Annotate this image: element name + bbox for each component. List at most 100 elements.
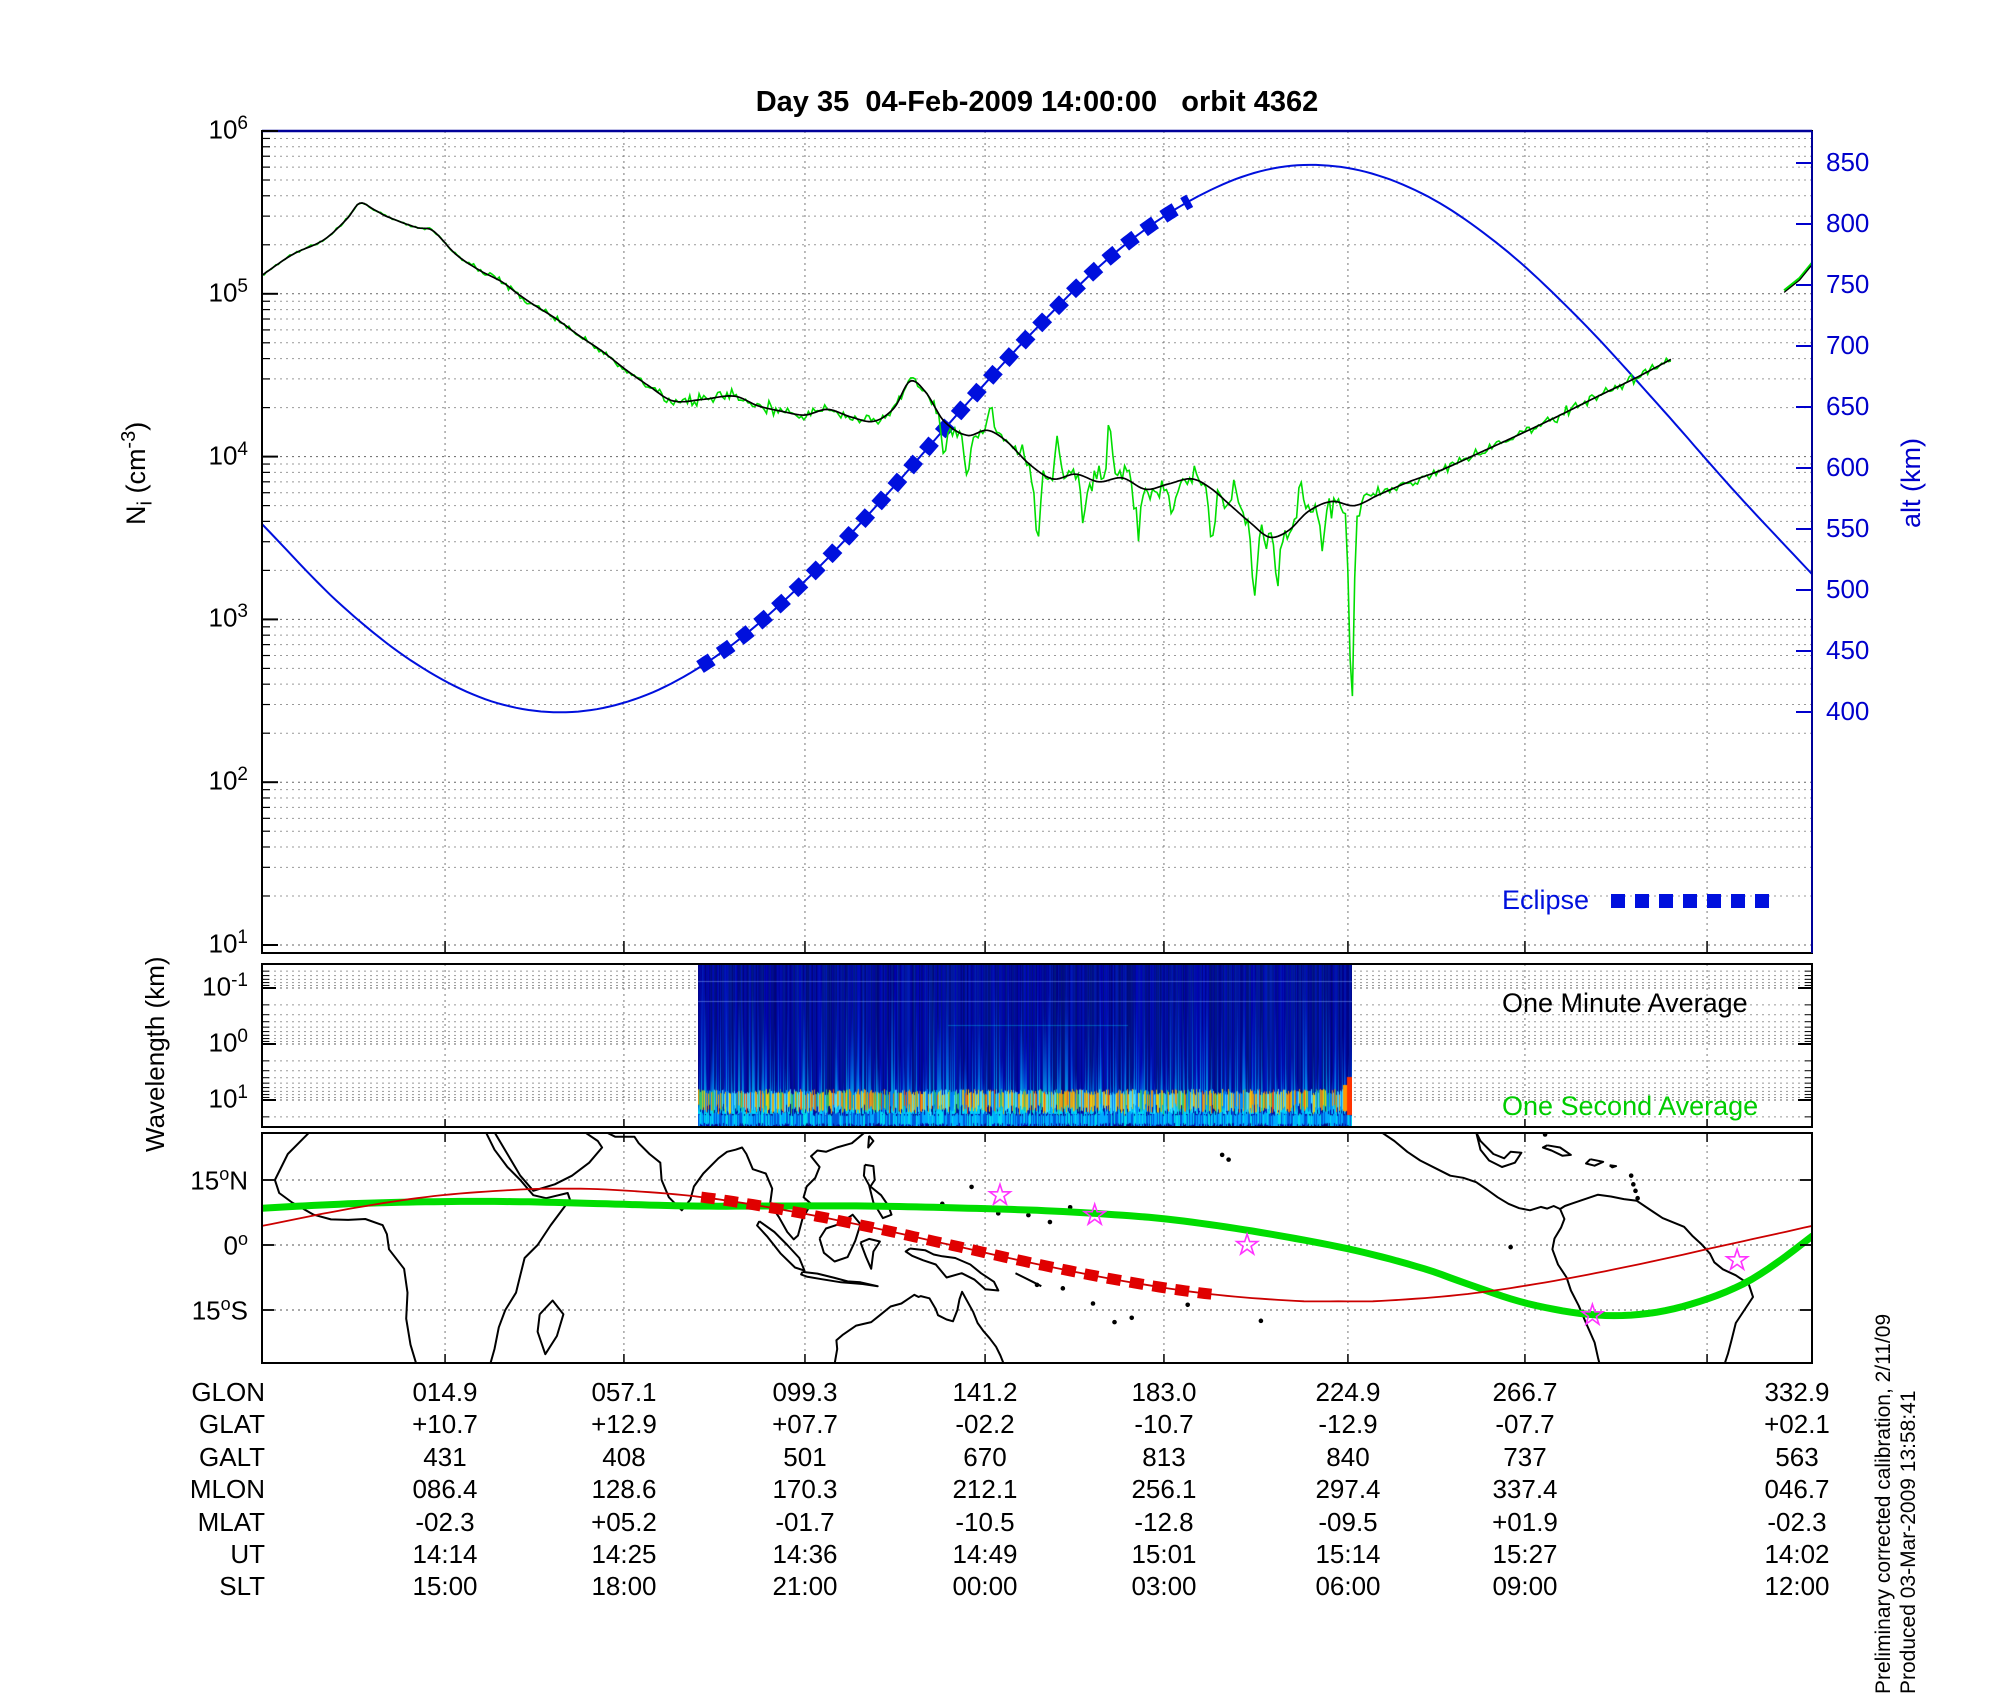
- table-cell: 266.7: [1492, 1377, 1558, 1407]
- table-cell: -02.3: [1767, 1507, 1827, 1537]
- table-cell: 212.1: [952, 1474, 1018, 1504]
- density-tick-label: 103: [208, 601, 249, 634]
- wavelength-tick-label: 101: [208, 1082, 249, 1114]
- table-cell: -10.5: [955, 1507, 1015, 1537]
- table-cell: 563: [1775, 1442, 1819, 1472]
- density-tick-label: 101: [208, 927, 249, 959]
- table-cell: 21:00: [772, 1571, 838, 1601]
- ground-station-star: [1234, 1231, 1261, 1256]
- table-cell: 813: [1142, 1442, 1186, 1472]
- table-cell: -12.9: [1318, 1409, 1378, 1439]
- legend-label-one-minute: One Minute Average: [1502, 988, 1748, 1018]
- altitude-tick-label: 850: [1826, 147, 1870, 177]
- altitude-tick-label: 650: [1826, 391, 1870, 421]
- table-cell: 332.9: [1764, 1377, 1830, 1407]
- eclipse-dash-sample: [1611, 893, 1780, 908]
- table-cell: 14:02: [1764, 1539, 1830, 1569]
- table-cell: 14:49: [952, 1539, 1018, 1569]
- table-cell: 337.4: [1492, 1474, 1558, 1504]
- legend-label-one-second: One Second Average: [1502, 1091, 1759, 1121]
- table-cell: 14:25: [591, 1539, 657, 1569]
- table-cell: 00:00: [952, 1571, 1018, 1601]
- table-cell: +10.7: [412, 1409, 478, 1439]
- table-row-label: UT: [230, 1539, 265, 1569]
- table-cell: 14:36: [772, 1539, 838, 1569]
- altitude-tick-label: 400: [1826, 696, 1870, 726]
- altitude-tick-label: 800: [1826, 208, 1870, 238]
- table-cell: 057.1: [591, 1377, 657, 1407]
- density-tick-label: 105: [208, 275, 249, 308]
- top-panel-grid: [262, 131, 1812, 953]
- table-cell: -07.7: [1495, 1409, 1555, 1439]
- table-cell: -02.2: [955, 1409, 1015, 1439]
- density-tick-label: 106: [208, 113, 249, 145]
- table-cell: -12.8: [1134, 1507, 1194, 1537]
- altitude-tick-label: 600: [1826, 452, 1870, 482]
- top-panel-curves: [262, 163, 1812, 714]
- legend: Eclipse One Minute Average One Second Av…: [1502, 818, 1780, 1158]
- wave-spectrogram: [698, 965, 1352, 1126]
- table-cell: 12:00: [1764, 1571, 1830, 1601]
- table-cell: 224.9: [1315, 1377, 1381, 1407]
- wavelength-tick-label: 100: [208, 1026, 249, 1058]
- table-cell: -02.3: [415, 1507, 475, 1537]
- table-cell: 15:14: [1315, 1539, 1381, 1569]
- altitude-tick-label: 550: [1826, 513, 1870, 543]
- table-cell: 15:00: [412, 1571, 478, 1601]
- table-cell: 014.9: [412, 1377, 478, 1407]
- altitude-tick-label: 750: [1826, 269, 1870, 299]
- table-cell: 086.4: [412, 1474, 478, 1504]
- table-cell: 431: [423, 1442, 467, 1472]
- altitude-tick-label: 500: [1826, 574, 1870, 604]
- y-axis-label-altitude: alt (km): [1896, 438, 1926, 528]
- table-row-label: GALT: [199, 1442, 265, 1472]
- table-cell: 046.7: [1764, 1474, 1830, 1504]
- table-cell: 03:00: [1131, 1571, 1197, 1601]
- table-cell: 408: [602, 1442, 646, 1472]
- table-cell: +05.2: [591, 1507, 657, 1537]
- table-cell: +07.7: [772, 1409, 838, 1439]
- calibration-note: Preliminary corrected calibration, 2/11/…: [1872, 1313, 1895, 1694]
- table-cell: +01.9: [1492, 1507, 1558, 1537]
- ground-station-star: [1724, 1246, 1751, 1272]
- legend-label-eclipse: Eclipse: [1502, 885, 1590, 915]
- altitude-tick-label: 450: [1826, 635, 1870, 665]
- density-tick-label: 102: [208, 764, 249, 796]
- table-cell: 256.1: [1131, 1474, 1197, 1504]
- table-cell: -01.7: [775, 1507, 835, 1537]
- table-cell: 099.3: [772, 1377, 838, 1407]
- table-cell: 09:00: [1492, 1571, 1558, 1601]
- map-ticks: [262, 1133, 1812, 1363]
- map-lat-label-0: 0o: [223, 1229, 248, 1261]
- table-cell: 06:00: [1315, 1571, 1381, 1601]
- table-cell: -10.7: [1134, 1409, 1194, 1439]
- table-row-label: SLT: [219, 1571, 265, 1601]
- table-cell: 840: [1326, 1442, 1370, 1472]
- table-cell: 14:14: [412, 1539, 478, 1569]
- table-cell: 15:27: [1492, 1539, 1558, 1569]
- table-cell: 737: [1503, 1442, 1547, 1472]
- table-cell: 141.2: [952, 1377, 1018, 1407]
- table-cell: +12.9: [591, 1409, 657, 1439]
- wavelength-tick-label: 10-1: [202, 970, 248, 1002]
- ground-station-star: [1579, 1301, 1606, 1327]
- table-cell: 170.3: [772, 1474, 838, 1504]
- table-cell: +02.1: [1764, 1409, 1830, 1439]
- table-row-label: GLON: [191, 1377, 265, 1407]
- chart-title: Day 35 04-Feb-2009 14:00:00 orbit 4362: [755, 86, 1319, 118]
- y-axis-label-density: Ni (cm-3): [118, 421, 157, 525]
- map-lat-label-15s: 15oS: [191, 1294, 248, 1326]
- table-row-label: GLAT: [199, 1409, 265, 1439]
- density-tick-label: 104: [208, 438, 249, 471]
- table-cell: 297.4: [1315, 1474, 1381, 1504]
- ground-station-star: [987, 1181, 1013, 1207]
- table-cell: -09.5: [1318, 1507, 1378, 1537]
- produced-timestamp: Produced 03-Mar-2009 13:58:41: [1897, 1390, 1920, 1694]
- table-cell: 183.0: [1131, 1377, 1197, 1407]
- map-lat-label-15n: 15oN: [190, 1164, 248, 1196]
- altitude-tick-label: 700: [1826, 330, 1870, 360]
- map-panel: [262, 1133, 1812, 1363]
- map-frame: [261, 1132, 1813, 1364]
- table-cell: 501: [783, 1442, 827, 1472]
